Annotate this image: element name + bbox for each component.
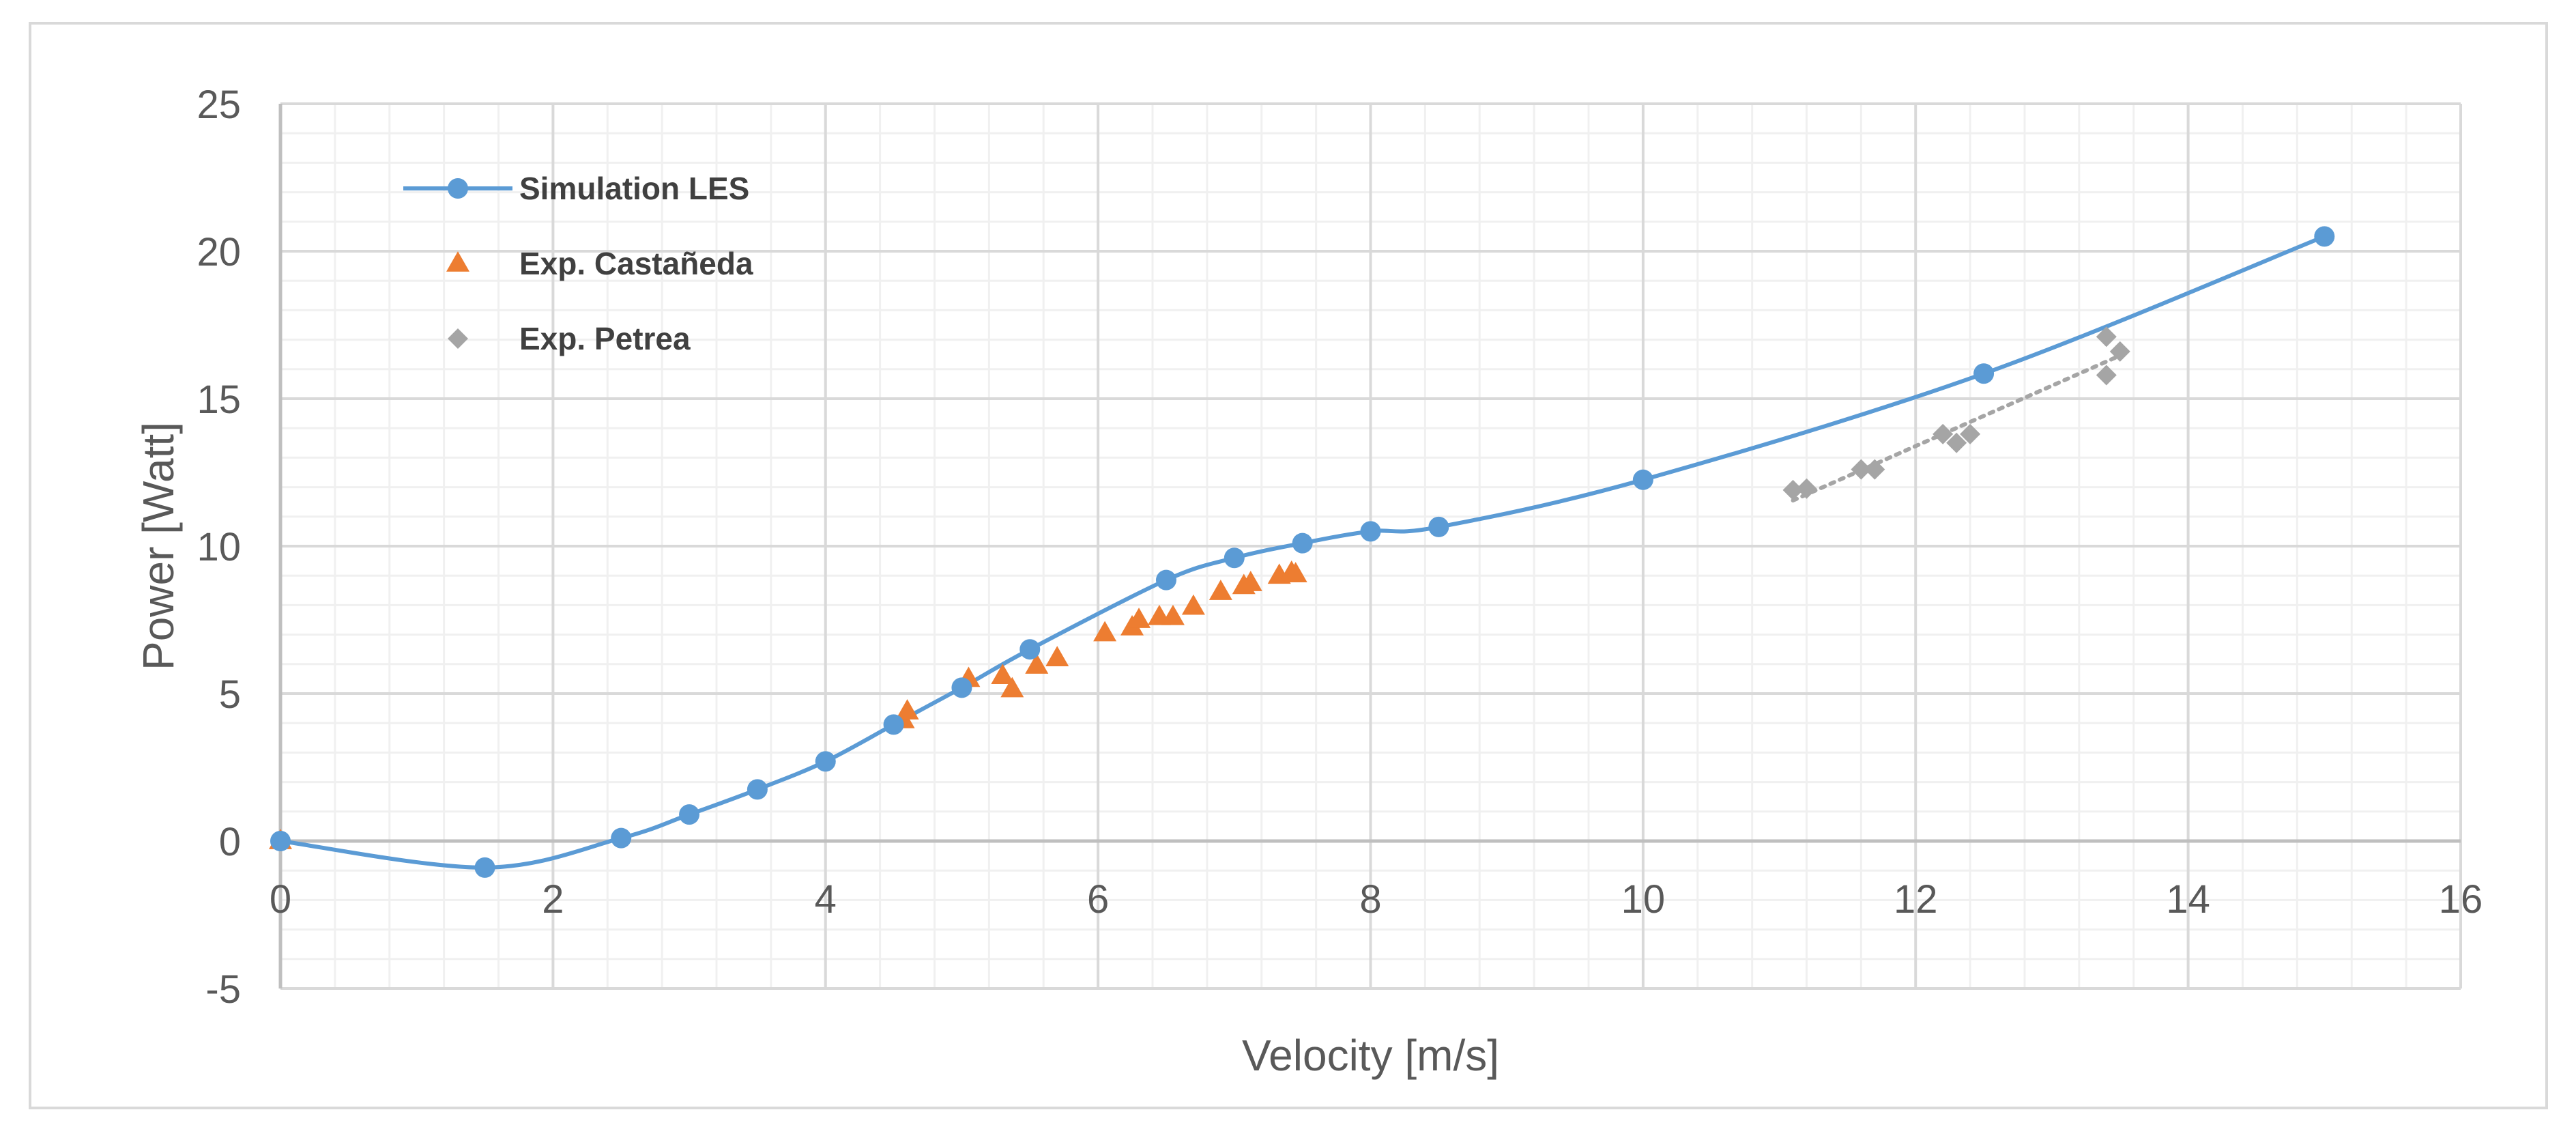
x-tick-label: 6 [1087, 877, 1109, 922]
simulation-les-point [2314, 226, 2335, 247]
simulation-les-point [1428, 516, 1449, 537]
y-tick-label: 0 [219, 820, 241, 864]
simulation-les-point [1632, 469, 1653, 490]
y-tick-label: 20 [197, 230, 241, 274]
exp-petrea-trendline [1791, 353, 2122, 503]
simulation-les-point [1360, 521, 1381, 542]
exp-petrea-point [1946, 432, 1967, 453]
legend-label-simulation-les: Simulation LES [519, 171, 749, 206]
simulation-les-point [1973, 363, 1995, 384]
exp-castaneda-point [895, 699, 919, 720]
series-layer [269, 226, 2335, 878]
simulation-les-point [1224, 547, 1245, 569]
y-tick-label: 15 [197, 378, 241, 422]
x-tick-label: 8 [1359, 877, 1381, 922]
simulation-les-point [747, 779, 768, 800]
simulation-les-point [611, 827, 632, 849]
exp-castaneda-point [1093, 621, 1117, 642]
exp-castaneda-point [1000, 677, 1024, 698]
exp-petrea-point [1960, 423, 1981, 444]
chart-frame: 0 2 4 6 8 10 12 14 16 -5 0 5 10 15 20 25 Velocity [m/s]… [29, 22, 2548, 1109]
exp-castaneda-point [1161, 604, 1185, 625]
y-tick-label: 25 [197, 83, 241, 127]
x-tick-label: 10 [1621, 877, 1666, 922]
simulation-les-point [951, 677, 972, 698]
simulation-les-point [474, 857, 495, 878]
exp-castaneda-point [991, 664, 1015, 684]
legend: Simulation LES Exp. Castañeda Exp. Petre… [403, 171, 753, 356]
exp-petrea-point [1851, 459, 1872, 480]
y-tick-label: 5 [219, 672, 241, 717]
x-tick-label: 4 [815, 877, 837, 922]
exp-castaneda-point [1209, 580, 1232, 600]
exp-petrea-point [2109, 341, 2130, 362]
simulation-les-point [1292, 532, 1313, 554]
legend-marker-triangle [446, 251, 469, 272]
x-tick-label: 16 [2439, 877, 2483, 922]
x-tick-label: 12 [1894, 877, 1938, 922]
x-tick-label: 2 [542, 877, 564, 922]
simulation-les-point [270, 831, 291, 851]
legend-marker-circle [448, 178, 468, 199]
exp-petrea-point [2096, 365, 2117, 386]
tick-labels: 0 2 4 6 8 10 12 14 16 -5 0 5 10 15 20 25 [197, 83, 2483, 1012]
simulation-les-point [679, 804, 700, 825]
exp-petrea-point [1864, 459, 1885, 480]
legend-item-exp-castaneda: Exp. Castañeda [446, 246, 753, 281]
y-tick-label: 10 [197, 525, 241, 569]
simulation-les-point [815, 751, 836, 772]
chart-svg: 0 2 4 6 8 10 12 14 16 -5 0 5 10 15 20 25 Velocity [m/s]… [134, 83, 2483, 1080]
simulation-les-point [1019, 639, 1041, 660]
exp-petrea-point [2096, 326, 2117, 347]
x-tick-label: 14 [2166, 877, 2210, 922]
simulation-les-line [280, 234, 2326, 870]
legend-item-exp-petrea: Exp. Petrea [448, 321, 691, 356]
exp-castaneda-point [1127, 608, 1151, 628]
exp-castaneda-point [1239, 571, 1262, 591]
exp-castaneda-point [1045, 646, 1069, 667]
y-axis-title: Power [Watt] [134, 422, 183, 670]
simulation-les-point [883, 714, 904, 735]
legend-label-exp-petrea: Exp. Petrea [519, 321, 691, 356]
x-tick-label: 0 [270, 877, 291, 922]
exp-castaneda-point [1025, 653, 1049, 674]
y-tick-label: -5 [205, 967, 241, 1012]
exp-petrea-point [1933, 423, 1954, 444]
exp-petrea-point [1782, 479, 1804, 500]
x-axis-title: Velocity [m/s] [1242, 1031, 1499, 1080]
legend-item-simulation-les: Simulation LES [403, 171, 749, 206]
exp-castaneda-point [1284, 562, 1307, 582]
simulation-les-point [1155, 569, 1176, 591]
legend-marker-diamond [448, 328, 468, 349]
legend-label-exp-castaneda: Exp. Castañeda [519, 246, 753, 281]
exp-castaneda-point [1181, 594, 1205, 615]
exp-petrea-point [1796, 478, 1817, 499]
